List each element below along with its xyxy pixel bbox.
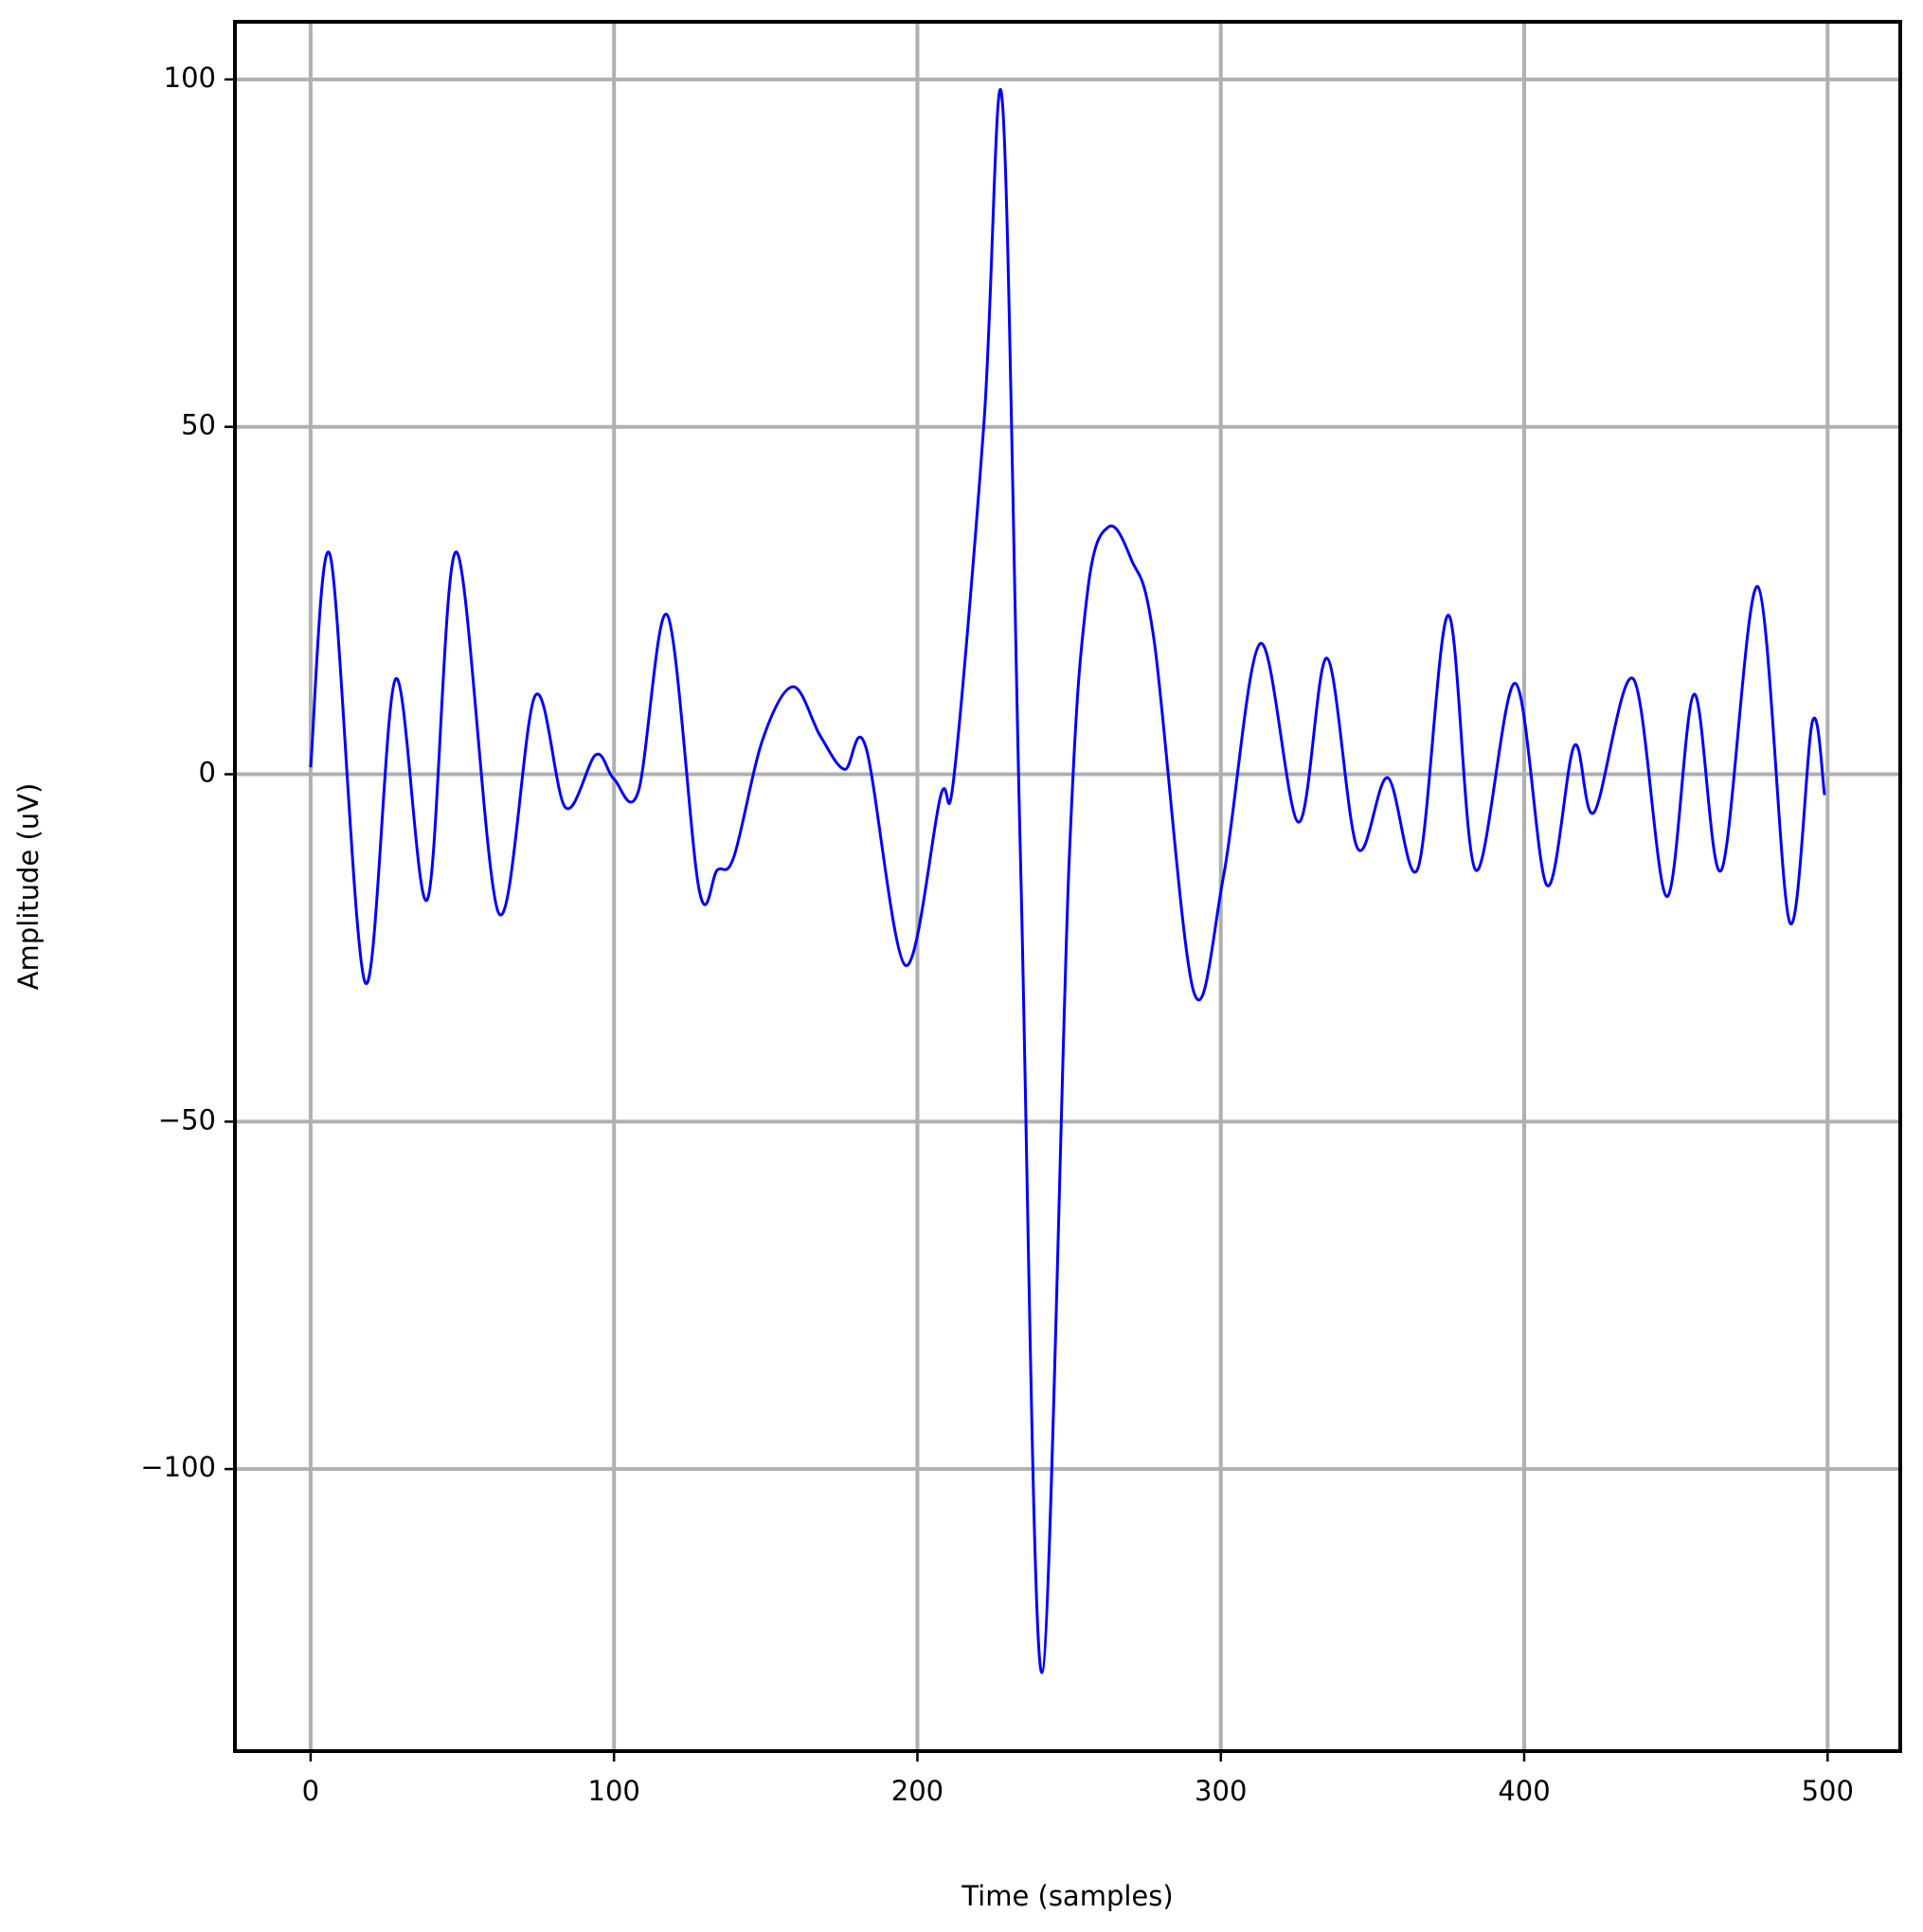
x-tick-label: 100	[588, 1775, 640, 1807]
x-axis-label: Time (samples)	[961, 1880, 1173, 1912]
plot-frame	[233, 20, 1902, 1753]
x-tick-label: 500	[1802, 1775, 1854, 1807]
x-tick-label: 200	[891, 1775, 944, 1807]
y-axis-label: Amplitude (uV)	[12, 783, 45, 991]
y-tick-label: 0	[199, 757, 216, 789]
x-tick-label: 0	[302, 1775, 319, 1807]
y-tick-label: 50	[181, 409, 216, 441]
x-tick-label: 400	[1498, 1775, 1550, 1807]
x-tick-label: 300	[1195, 1775, 1247, 1807]
line-series	[309, 88, 1826, 1674]
y-tick-label: −100	[140, 1451, 216, 1483]
y-tick-label: 100	[164, 62, 216, 94]
y-tick-label: −50	[158, 1103, 216, 1136]
